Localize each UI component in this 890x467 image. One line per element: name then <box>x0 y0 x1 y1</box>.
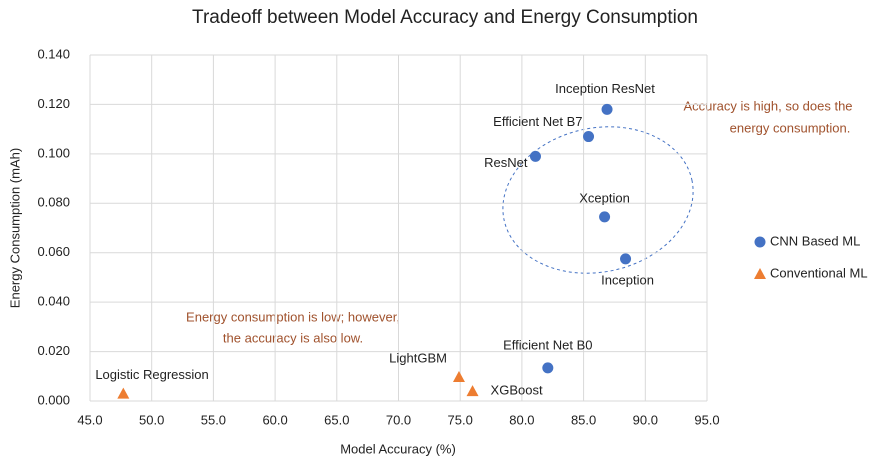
data-point <box>601 103 613 115</box>
x-tick-label: 85.0 <box>571 412 596 427</box>
y-tick-label: 0.000 <box>37 392 70 407</box>
point-label: Inception <box>601 272 654 287</box>
x-tick-label: 95.0 <box>694 412 719 427</box>
data-point <box>466 385 479 397</box>
data-point <box>583 131 595 143</box>
y-tick-label: 0.060 <box>37 244 70 259</box>
y-tick-label: 0.080 <box>37 195 70 210</box>
legend-label: Conventional ML <box>770 265 868 280</box>
x-axis-label: Model Accuracy (%) <box>340 441 456 456</box>
data-point <box>529 150 541 162</box>
x-tick-label: 60.0 <box>262 412 287 427</box>
x-tick-label: 65.0 <box>324 412 349 427</box>
legend-marker <box>754 236 766 248</box>
data-point <box>117 387 130 399</box>
point-label: LightGBM <box>389 350 447 365</box>
legend-label: CNN Based ML <box>770 233 860 248</box>
x-tick-label: 75.0 <box>448 412 473 427</box>
x-tick-label: 45.0 <box>77 412 102 427</box>
point-label: Efficient Net B7 <box>493 114 582 129</box>
data-point <box>599 211 611 223</box>
y-tick-label: 0.040 <box>37 294 70 309</box>
x-tick-label: 55.0 <box>201 412 226 427</box>
legend-marker <box>754 268 766 279</box>
x-tick-label: 70.0 <box>386 412 411 427</box>
y-tick-label: 0.120 <box>37 96 70 111</box>
data-point <box>542 362 554 374</box>
chart-title: Tradeoff between Model Accuracy and Ener… <box>192 7 698 28</box>
y-tick-label: 0.020 <box>37 343 70 358</box>
data-point <box>620 253 632 265</box>
point-label: Logistic Regression <box>95 367 208 382</box>
x-tick-label: 90.0 <box>633 412 658 427</box>
data-point <box>452 371 465 383</box>
y-tick-label: 0.140 <box>37 46 70 61</box>
point-label: XGBoost <box>491 383 543 398</box>
point-label: Inception ResNet <box>555 81 655 96</box>
y-tick-label: 0.100 <box>37 145 70 160</box>
annotation: the accuracy is also low. <box>223 330 363 345</box>
x-tick-label: 50.0 <box>139 412 164 427</box>
point-label: Efficient Net B0 <box>503 337 592 352</box>
annotation: energy consumption. <box>730 120 851 135</box>
y-axis-label: Energy Consumption (mAh) <box>7 148 22 308</box>
highlight-ellipse <box>502 126 694 274</box>
annotation: Accuracy is high, so does the <box>683 98 852 113</box>
annotation: Energy consumption is low; however, <box>186 309 400 324</box>
point-label: Xception <box>579 190 630 205</box>
x-tick-label: 80.0 <box>509 412 534 427</box>
point-label: ResNet <box>484 155 528 170</box>
